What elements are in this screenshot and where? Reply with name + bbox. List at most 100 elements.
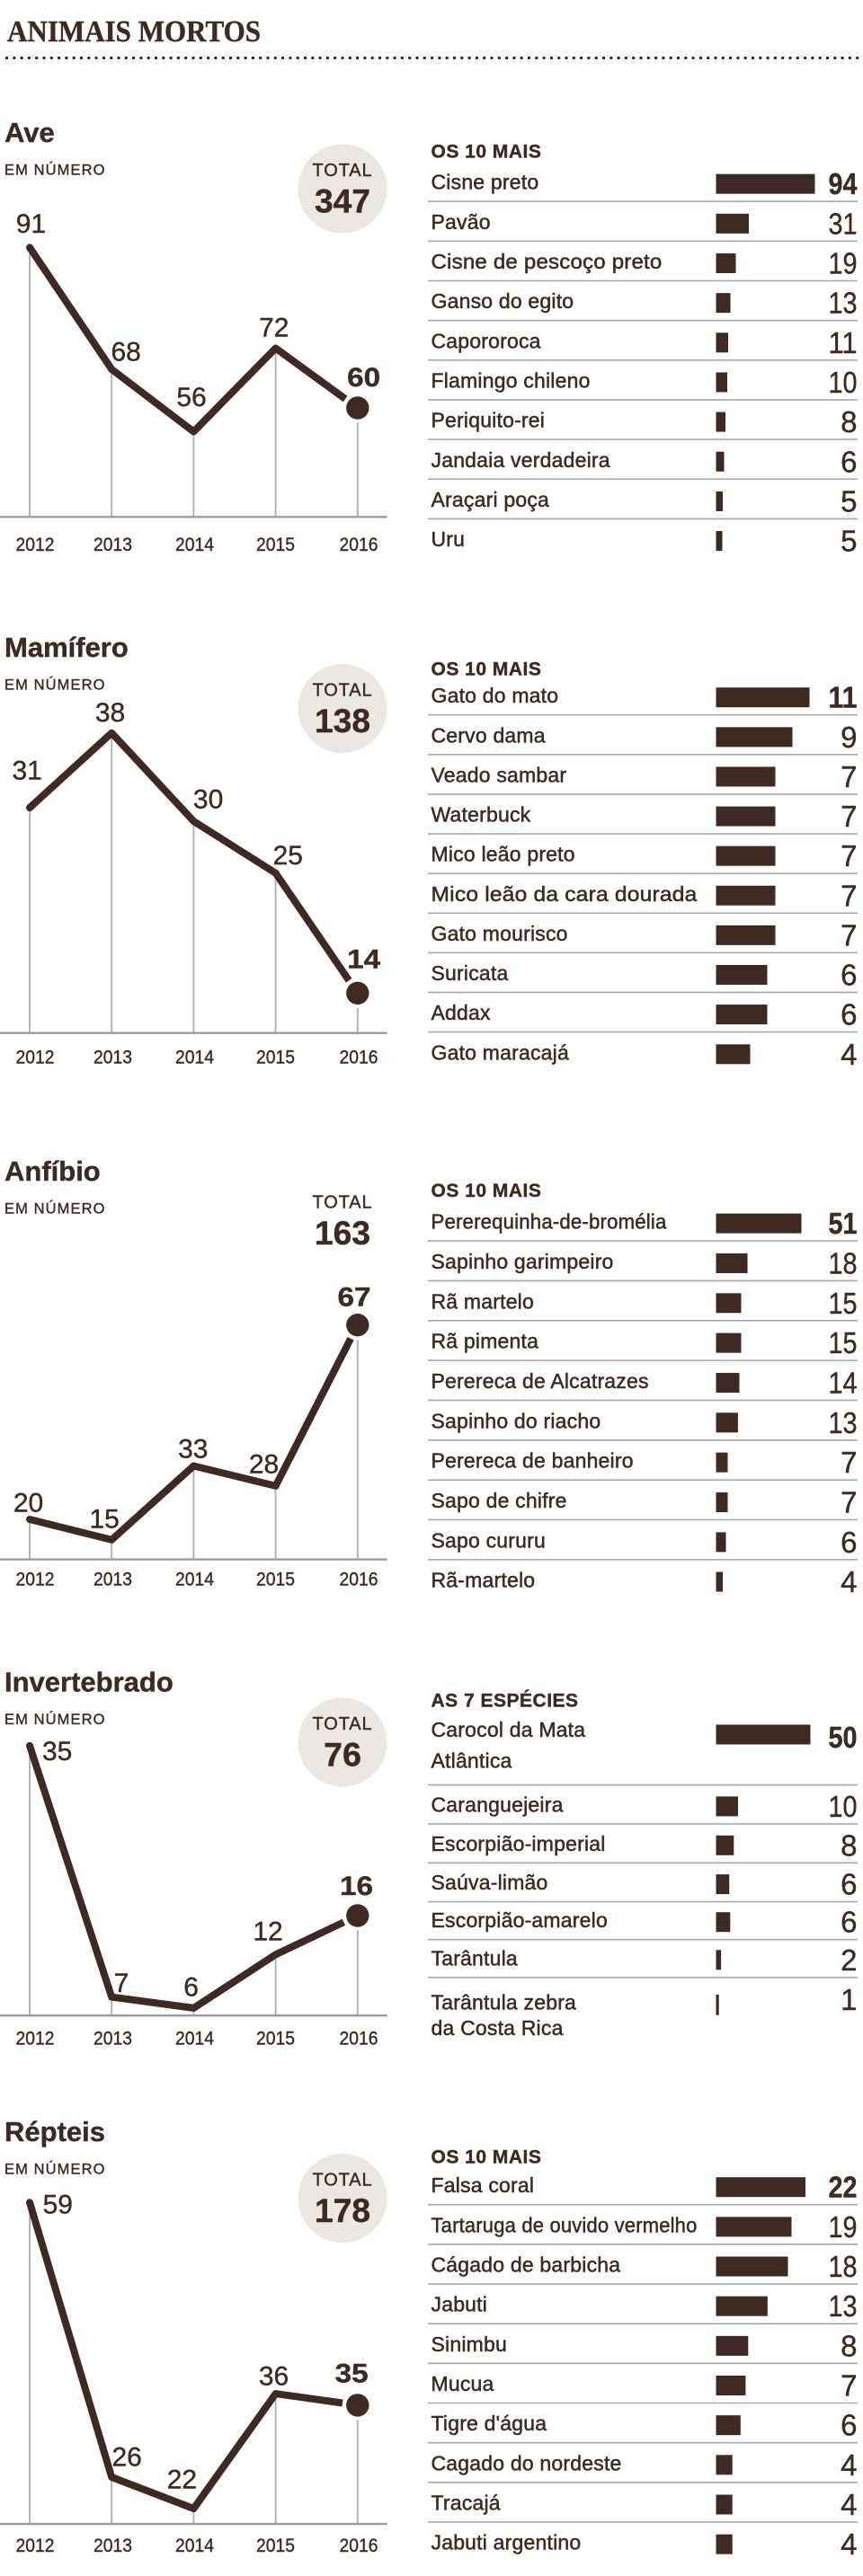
svg-text:8: 8	[841, 2329, 857, 2362]
svg-text:Mico leão preto: Mico leão preto	[432, 843, 575, 866]
svg-text:2015: 2015	[256, 1570, 295, 1590]
svg-text:67: 67	[338, 1282, 371, 1312]
svg-text:19: 19	[829, 2210, 858, 2244]
svg-text:6: 6	[841, 445, 857, 478]
svg-text:59: 59	[43, 2191, 73, 2220]
svg-text:22: 22	[829, 2171, 858, 2204]
svg-text:da Costa Rica: da Costa Rica	[432, 2016, 564, 2040]
svg-text:15: 15	[829, 1287, 858, 1320]
svg-text:7: 7	[841, 918, 857, 952]
svg-text:EM NÚMERO: EM NÚMERO	[4, 1711, 106, 1728]
svg-text:7: 7	[841, 1446, 857, 1479]
svg-text:178: 178	[315, 2192, 370, 2229]
svg-text:13: 13	[829, 1406, 858, 1439]
svg-text:30: 30	[193, 784, 223, 814]
svg-text:Cisne de pescoço preto: Cisne de pescoço preto	[432, 250, 663, 273]
svg-text:Rã martelo: Rã martelo	[432, 1289, 534, 1313]
svg-text:OS 10 MAIS: OS 10 MAIS	[432, 1181, 542, 1201]
svg-text:51: 51	[829, 1207, 858, 1240]
svg-text:Saúva-limão: Saúva-limão	[432, 1871, 548, 1894]
svg-text:AS 7 ESPÉCIES: AS 7 ESPÉCIES	[432, 1691, 579, 1712]
svg-text:2016: 2016	[340, 535, 378, 555]
svg-text:138: 138	[315, 703, 370, 739]
svg-text:4: 4	[841, 2527, 857, 2561]
svg-text:Addax: Addax	[432, 1001, 492, 1024]
svg-text:Periquito-rei: Periquito-rei	[432, 409, 546, 432]
svg-text:6: 6	[841, 1526, 857, 1559]
svg-text:Sinimbu: Sinimbu	[432, 2333, 508, 2356]
svg-text:2012: 2012	[16, 2029, 55, 2049]
svg-text:2014: 2014	[175, 2029, 214, 2049]
svg-text:56: 56	[176, 383, 206, 412]
svg-text:Araçari poça: Araçari poça	[432, 488, 550, 511]
svg-text:36: 36	[259, 2361, 289, 2391]
svg-text:Uru: Uru	[432, 527, 466, 551]
svg-text:TOTAL: TOTAL	[312, 161, 372, 181]
svg-text:Cagado do nordeste: Cagado do nordeste	[432, 2451, 622, 2474]
svg-text:6: 6	[183, 1973, 199, 2003]
svg-text:4: 4	[841, 1038, 857, 1071]
svg-text:4: 4	[841, 2448, 857, 2482]
svg-text:2012: 2012	[16, 2536, 55, 2556]
svg-text:2014: 2014	[175, 535, 214, 555]
svg-text:Invertebrado: Invertebrado	[4, 1667, 173, 1698]
svg-text:347: 347	[315, 183, 370, 220]
svg-text:Mamífero: Mamífero	[4, 632, 129, 663]
svg-text:TOTAL: TOTAL	[312, 1192, 372, 1212]
svg-text:9: 9	[841, 721, 857, 754]
svg-text:EM NÚMERO: EM NÚMERO	[4, 162, 106, 179]
svg-text:4: 4	[841, 1565, 857, 1598]
svg-text:Atlântica: Atlântica	[432, 1748, 512, 1772]
svg-text:2016: 2016	[340, 1048, 378, 1068]
svg-text:Jabuti: Jabuti	[432, 2293, 488, 2316]
svg-text:EM NÚMERO: EM NÚMERO	[4, 1200, 106, 1217]
svg-text:5: 5	[841, 484, 857, 518]
svg-text:60: 60	[347, 363, 380, 393]
svg-text:2015: 2015	[256, 1048, 295, 1068]
svg-text:68: 68	[111, 338, 141, 367]
svg-text:Anfíbio: Anfíbio	[4, 1155, 101, 1187]
svg-text:Perereca de Alcatrazes: Perereca de Alcatrazes	[432, 1369, 649, 1393]
svg-text:28: 28	[249, 1450, 279, 1480]
svg-text:Gato mourisco: Gato mourisco	[432, 922, 568, 945]
svg-text:Flamingo chileno: Flamingo chileno	[432, 368, 591, 392]
svg-text:35: 35	[42, 1737, 72, 1766]
svg-text:2013: 2013	[93, 535, 132, 555]
svg-text:12: 12	[253, 1917, 282, 1947]
svg-text:11: 11	[829, 326, 858, 359]
svg-text:2014: 2014	[175, 2536, 214, 2556]
svg-text:2015: 2015	[256, 2029, 295, 2049]
svg-text:2013: 2013	[93, 1048, 132, 1068]
svg-text:Capororoca: Capororoca	[432, 329, 541, 352]
svg-text:8: 8	[841, 405, 857, 438]
svg-text:18: 18	[829, 2250, 858, 2283]
svg-text:Cervo dama: Cervo dama	[432, 723, 546, 747]
svg-text:2015: 2015	[256, 535, 295, 555]
svg-text:2014: 2014	[175, 1570, 214, 1590]
svg-text:5: 5	[841, 525, 857, 558]
svg-text:Tarântula zebra: Tarântula zebra	[432, 1991, 577, 2014]
svg-text:OS 10 MAIS: OS 10 MAIS	[432, 141, 542, 162]
svg-text:Pererequinha-de-bromélia: Pererequinha-de-bromélia	[432, 1210, 667, 1234]
svg-text:8: 8	[841, 1828, 857, 1862]
svg-text:Ganso do egito: Ganso do egito	[432, 289, 574, 313]
svg-text:7: 7	[841, 760, 857, 793]
svg-text:TOTAL: TOTAL	[312, 2171, 372, 2191]
svg-text:6: 6	[841, 1868, 857, 1901]
svg-text:38: 38	[95, 698, 125, 728]
svg-text:2016: 2016	[340, 2029, 378, 2049]
svg-text:11: 11	[829, 681, 858, 714]
svg-text:13: 13	[829, 2289, 858, 2323]
svg-text:2013: 2013	[93, 1570, 132, 1590]
svg-text:7: 7	[841, 879, 857, 912]
svg-text:Falsa coral: Falsa coral	[432, 2173, 535, 2197]
svg-text:Tarântula: Tarântula	[432, 1946, 518, 1970]
svg-text:Pavão: Pavão	[432, 210, 491, 234]
svg-text:Sapinho do riacho: Sapinho do riacho	[432, 1409, 601, 1432]
svg-text:2016: 2016	[340, 1570, 378, 1590]
svg-text:18: 18	[829, 1246, 858, 1279]
svg-text:Waterbuck: Waterbuck	[432, 803, 531, 827]
svg-text:2014: 2014	[175, 1048, 214, 1068]
svg-text:6: 6	[841, 1906, 857, 1939]
svg-text:Escorpião-amarelo: Escorpião-amarelo	[432, 1908, 608, 1932]
